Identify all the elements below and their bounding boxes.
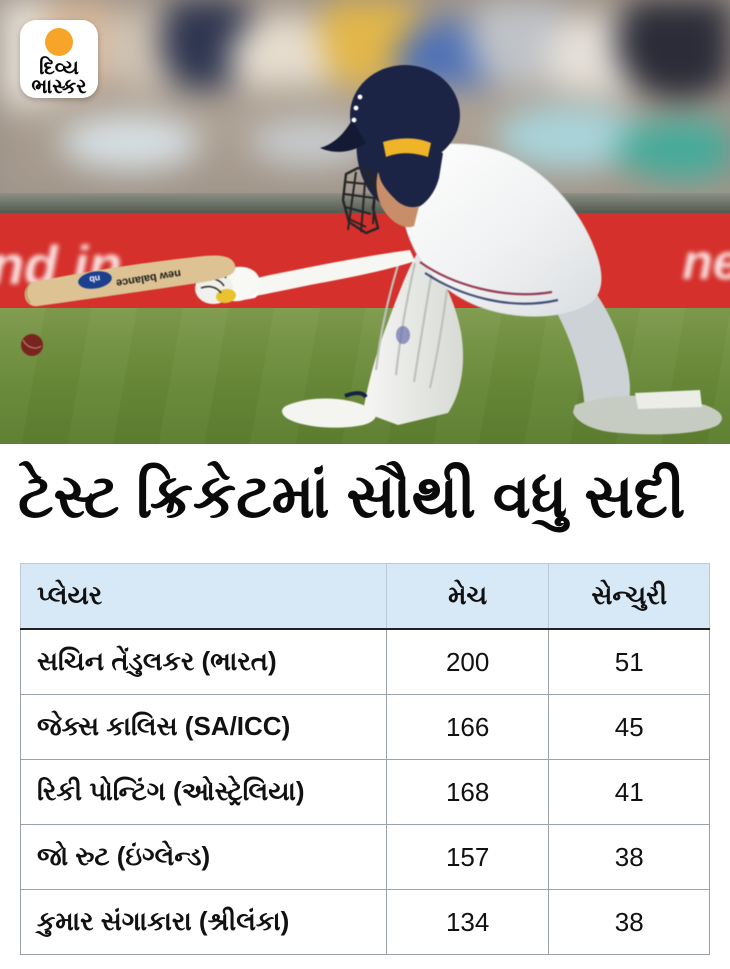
svg-text:nb: nb bbox=[88, 273, 101, 285]
